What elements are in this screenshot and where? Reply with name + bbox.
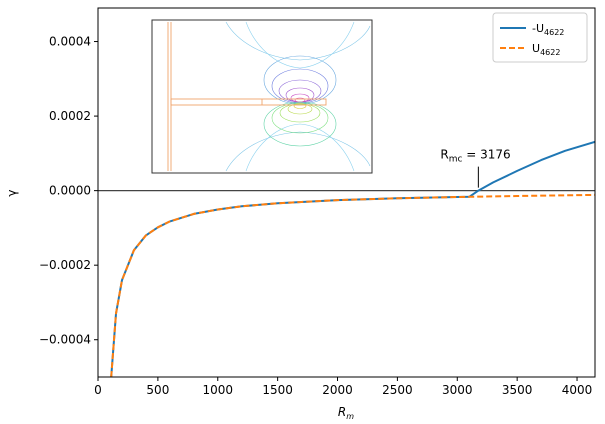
y-tick-label: 0.0000 — [49, 184, 91, 198]
y-tick-label: −0.0004 — [39, 333, 91, 347]
legend-label-1: -U4622 — [532, 22, 564, 37]
x-tick-label: 500 — [146, 383, 169, 397]
inset-contour-plot — [151, 19, 373, 174]
annotation-rmc: Rmc = 3176 — [440, 148, 511, 188]
series-group — [110, 140, 595, 377]
x-tick-label: 4000 — [562, 383, 593, 397]
inset-geometry — [167, 22, 327, 171]
inset-field-lines — [225, 21, 371, 172]
legend: -U4622 U4622 — [492, 12, 588, 63]
x-tick-label: 3500 — [502, 383, 533, 397]
y-tick-label: 0.0004 — [49, 35, 91, 49]
axes-border — [97, 7, 596, 378]
x-tick-label: 1000 — [202, 383, 233, 397]
plot-area: -U4622 U4622 Rmc = 3176 — [97, 7, 596, 378]
x-tick-label: 3000 — [442, 383, 473, 397]
y-axis: −0.0004 −0.0002 0.0000 0.0002 0.0004 — [39, 35, 98, 347]
annotation-text: Rmc = 3176 — [440, 148, 510, 165]
x-tick-label: 1500 — [262, 383, 293, 397]
y-tick-label: −0.0002 — [39, 258, 91, 272]
legend-label-2: U4622 — [532, 42, 560, 57]
x-tick-label: 0 — [94, 383, 102, 397]
x-tick-label: 2500 — [382, 383, 413, 397]
x-tick-label: 2000 — [322, 383, 353, 397]
legend-entry-1: -U4622 — [500, 22, 564, 37]
x-axis-label: Rm — [338, 405, 354, 421]
x-axis: 0 500 1000 1500 2000 2500 3000 3500 4000 — [94, 377, 592, 397]
legend-box — [492, 12, 588, 63]
inset-frame — [151, 19, 373, 174]
legend-entry-2: U4622 — [500, 42, 560, 57]
series-line-2 — [110, 193, 595, 377]
y-axis-label: γ — [5, 189, 19, 196]
y-tick-label: 0.0002 — [49, 109, 91, 123]
